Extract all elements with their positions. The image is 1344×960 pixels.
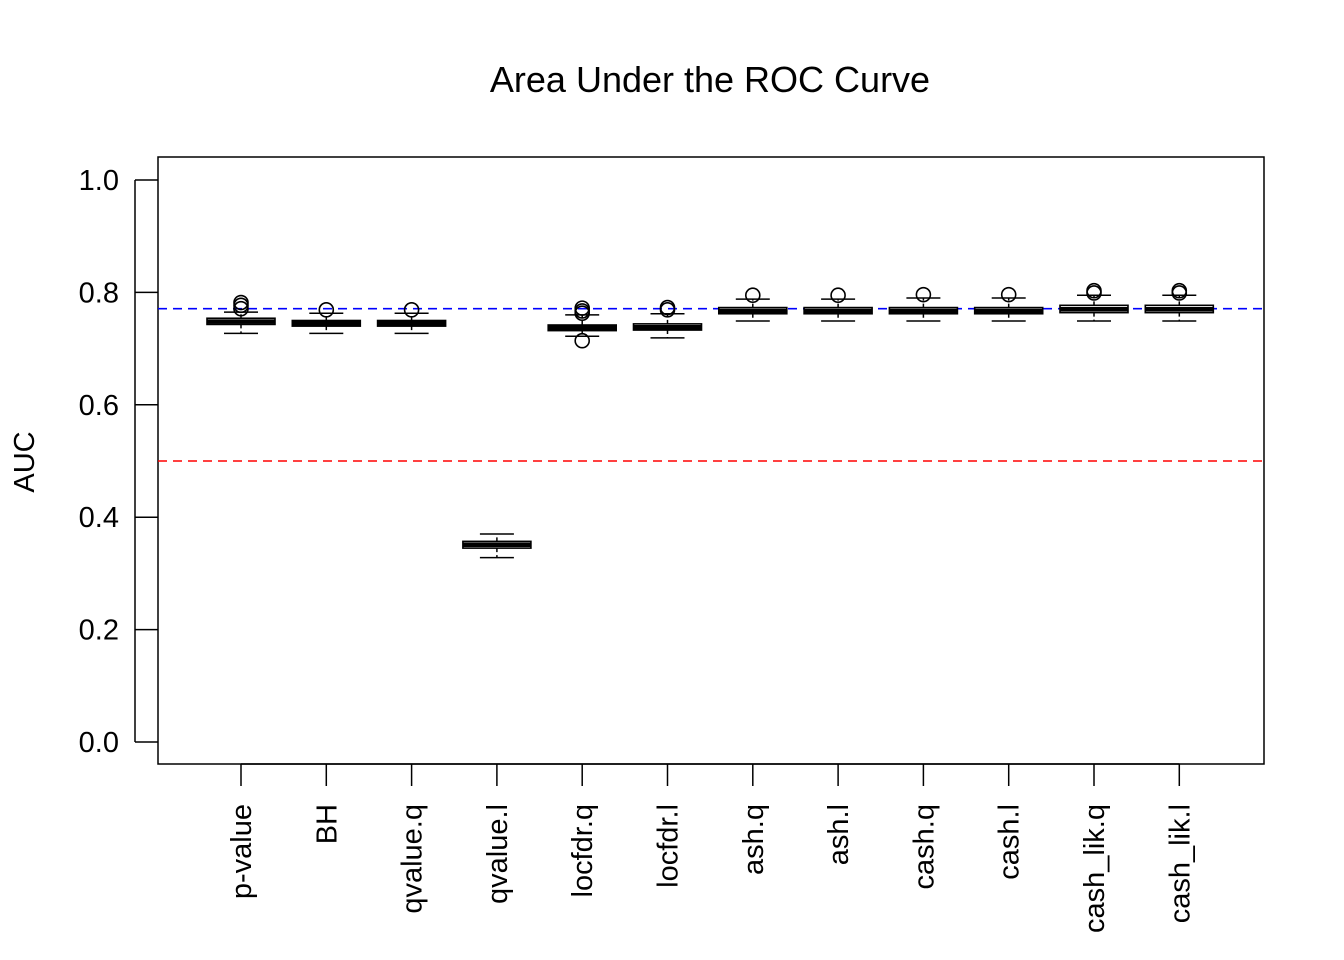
- box-cash-l: [973, 286, 1044, 322]
- outlier-point-3: [574, 300, 591, 316]
- outlier-point-1: [659, 299, 676, 316]
- box-cash-lik-l: [1144, 282, 1215, 322]
- chart-title: Area Under the ROC Curve: [490, 59, 930, 100]
- outlier-point-0: [574, 332, 591, 349]
- x-tick-label-cash-l: cash.l: [994, 804, 1026, 880]
- box-cash-q: [888, 286, 959, 322]
- box-ash-q: [717, 287, 788, 322]
- x-tick-label-p-value: p-value: [226, 804, 258, 899]
- outlier-point-0: [318, 302, 335, 318]
- box-locfdr-l: [632, 299, 703, 339]
- box-cash-lik-q: [1059, 282, 1129, 322]
- x-tick-label-cash-lik-q: cash_lik.q: [1079, 804, 1111, 933]
- x-tick-label-cash-q: cash.q: [908, 804, 940, 889]
- y-tick-label-5: 1.0: [79, 165, 119, 197]
- box-bh: [291, 302, 362, 335]
- box-qvalue-q: [376, 302, 447, 335]
- x-tick-label-locfdr-q: locfdr.q: [567, 804, 599, 898]
- outlier-point-1: [1171, 282, 1188, 299]
- outlier-point-0: [915, 286, 932, 303]
- y-tick-label-0: 0.0: [79, 727, 119, 759]
- x-tick-label-qvalue-q: qvalue.q: [397, 804, 429, 914]
- x-tick-label-qvalue-l: qvalue.l: [482, 804, 514, 904]
- box-locfdr-q: [547, 300, 618, 349]
- x-tick-label-ash-l: ash.l: [823, 804, 855, 865]
- outlier-point-0: [1000, 286, 1017, 303]
- outlier-point-1: [1086, 282, 1102, 299]
- x-tick-label-ash-q: ash.q: [738, 804, 770, 875]
- outlier-point-2: [233, 294, 249, 311]
- x-axis: p-value BH qvalue.q qvalue.l locfdr.q locfdr.…: [226, 763, 1196, 933]
- x-tick-label-cash-lik-l: cash_lik.l: [1164, 804, 1196, 923]
- y-tick-label-2: 0.4: [79, 502, 119, 534]
- outlier-point-0: [403, 302, 420, 318]
- x-tick-label-bh: BH: [311, 804, 343, 844]
- boxes: [206, 282, 1215, 559]
- box-qvalue-l: [462, 533, 532, 559]
- box-p-value: [206, 294, 276, 335]
- y-axis: 0.0 0.2 0.4 0.6 0.8 1.0: [79, 165, 158, 759]
- box-ash-l: [803, 287, 873, 322]
- y-tick-label-4: 0.8: [79, 277, 119, 309]
- y-axis-label: AUC: [9, 431, 41, 492]
- outlier-point-0: [830, 287, 846, 304]
- reference-lines: [158, 307, 1264, 462]
- x-tick-label-locfdr-l: locfdr.l: [653, 804, 685, 888]
- y-tick-label-3: 0.6: [79, 390, 119, 422]
- outlier-point-0: [744, 287, 761, 304]
- y-tick-label-1: 0.2: [79, 615, 119, 647]
